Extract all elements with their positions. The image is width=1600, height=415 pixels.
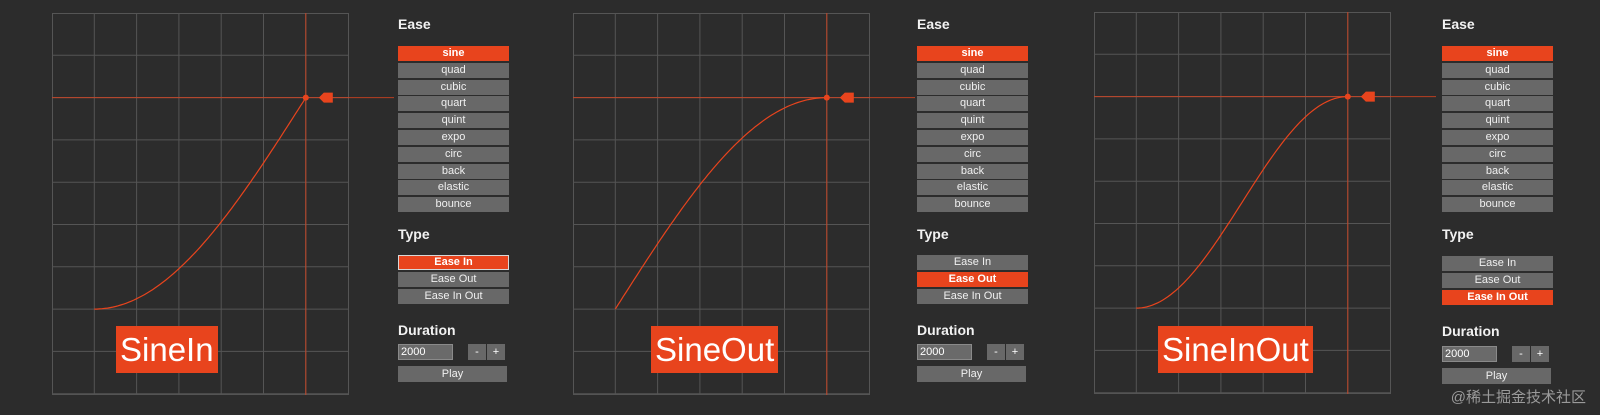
play-button[interactable]: Play: [1442, 368, 1551, 384]
easing-panel-2: SineOut Ease sine quad cubic quart quint expo c…: [530, 0, 1060, 415]
type-option-ease-in-out[interactable]: Ease In Out: [1442, 289, 1553, 305]
ease-option-quad[interactable]: quad: [917, 62, 1028, 78]
duration-increment-button[interactable]: +: [1006, 344, 1024, 360]
type-option-ease-in[interactable]: Ease In: [1442, 256, 1553, 271]
ease-option-sine[interactable]: sine: [1442, 46, 1553, 61]
ease-option-elastic[interactable]: elastic: [398, 180, 509, 196]
controls: Ease sine quad cubic quart quint expo circ back e…: [398, 0, 510, 415]
ease-option-quart[interactable]: quart: [1442, 96, 1553, 112]
easing-curve: [1136, 96, 1348, 309]
graph-canvas: [573, 13, 915, 395]
play-button[interactable]: Play: [917, 366, 1026, 382]
ease-option-quint[interactable]: quint: [1442, 113, 1553, 129]
ease-option-expo[interactable]: expo: [1442, 130, 1553, 145]
ease-option-bounce[interactable]: bounce: [398, 197, 509, 213]
duration-heading: Duration: [917, 322, 975, 338]
duration-input[interactable]: 2000: [398, 344, 453, 360]
ease-option-circ[interactable]: circ: [1442, 146, 1553, 162]
duration-decrement-button[interactable]: -: [1512, 346, 1530, 362]
watermark: @稀土掘金技术社区: [1450, 389, 1586, 406]
easing-caption: SineIn: [116, 326, 218, 373]
controls: Ease sine quad cubic quart quint expo circ back e…: [917, 0, 1029, 415]
easing-graph: [52, 13, 394, 395]
easing-curve: [94, 97, 307, 310]
graph-border: [573, 13, 870, 395]
ease-option-sine[interactable]: sine: [917, 46, 1028, 61]
ease-option-cubic[interactable]: cubic: [1442, 79, 1553, 95]
type-heading: Type: [917, 226, 949, 242]
ease-option-expo[interactable]: expo: [398, 130, 509, 145]
ease-option-back[interactable]: back: [917, 163, 1028, 179]
tag-pointer-icon: [318, 92, 333, 103]
ease-option-bounce[interactable]: bounce: [917, 197, 1028, 213]
type-option-ease-in[interactable]: Ease In: [917, 255, 1028, 270]
easing-panel-1: SineIn Ease sine quad cubic quart quint expo ci…: [0, 0, 525, 415]
tag-pointer-icon: [839, 92, 854, 103]
type-heading: Type: [398, 226, 430, 242]
easing-graph: [1094, 12, 1436, 394]
ease-option-back[interactable]: back: [1442, 163, 1553, 179]
type-option-ease-in-out[interactable]: Ease In Out: [398, 288, 509, 304]
graph-border: [52, 13, 349, 395]
ease-option-quad[interactable]: quad: [398, 62, 509, 78]
ease-option-elastic[interactable]: elastic: [1442, 180, 1553, 196]
type-option-ease-out[interactable]: Ease Out: [917, 271, 1028, 287]
duration-increment-button[interactable]: +: [1531, 346, 1549, 362]
end-point-dot: [302, 94, 309, 101]
graph-border: [1094, 12, 1391, 394]
easing-caption: SineInOut: [1158, 326, 1313, 373]
ease-option-quad[interactable]: quad: [1442, 62, 1553, 78]
duration-input[interactable]: 2000: [1442, 346, 1497, 362]
type-option-ease-in[interactable]: Ease In: [398, 255, 509, 270]
type-heading: Type: [1442, 226, 1474, 242]
easing-panel-3: SineInOut Ease sine quad cubic quart quint exp…: [1065, 0, 1600, 415]
ease-option-sine[interactable]: sine: [398, 46, 509, 61]
ease-option-cubic[interactable]: cubic: [917, 79, 1028, 95]
easing-graph: [573, 13, 915, 395]
graph-canvas: [1094, 12, 1436, 394]
easing-curve: [614, 97, 827, 310]
graph-canvas: [52, 13, 394, 395]
type-option-ease-out[interactable]: Ease Out: [1442, 272, 1553, 288]
ease-option-quart[interactable]: quart: [917, 96, 1028, 112]
ease-option-bounce[interactable]: bounce: [1442, 197, 1553, 213]
duration-input[interactable]: 2000: [917, 344, 972, 360]
duration-decrement-button[interactable]: -: [468, 344, 486, 360]
ease-option-cubic[interactable]: cubic: [398, 79, 509, 95]
type-option-ease-in-out[interactable]: Ease In Out: [917, 288, 1028, 304]
duration-decrement-button[interactable]: -: [987, 344, 1005, 360]
ease-option-quart[interactable]: quart: [398, 96, 509, 112]
ease-heading: Ease: [917, 16, 950, 32]
tag-pointer-icon: [1360, 91, 1375, 102]
play-button[interactable]: Play: [398, 366, 507, 382]
ease-option-elastic[interactable]: elastic: [917, 180, 1028, 196]
duration-increment-button[interactable]: +: [487, 344, 505, 360]
type-option-ease-out[interactable]: Ease Out: [398, 271, 509, 287]
ease-option-quint[interactable]: quint: [917, 113, 1028, 129]
duration-heading: Duration: [398, 322, 456, 338]
end-point-dot: [1344, 93, 1351, 100]
end-point-dot: [823, 94, 830, 101]
ease-option-expo[interactable]: expo: [917, 130, 1028, 145]
ease-option-quint[interactable]: quint: [398, 113, 509, 129]
controls: Ease sine quad cubic quart quint expo circ back e…: [1442, 0, 1554, 415]
ease-option-circ[interactable]: circ: [398, 146, 509, 162]
ease-heading: Ease: [398, 16, 431, 32]
duration-heading: Duration: [1442, 323, 1500, 339]
easing-caption: SineOut: [651, 326, 779, 373]
ease-option-circ[interactable]: circ: [917, 146, 1028, 162]
ease-heading: Ease: [1442, 16, 1475, 32]
ease-option-back[interactable]: back: [398, 163, 509, 179]
